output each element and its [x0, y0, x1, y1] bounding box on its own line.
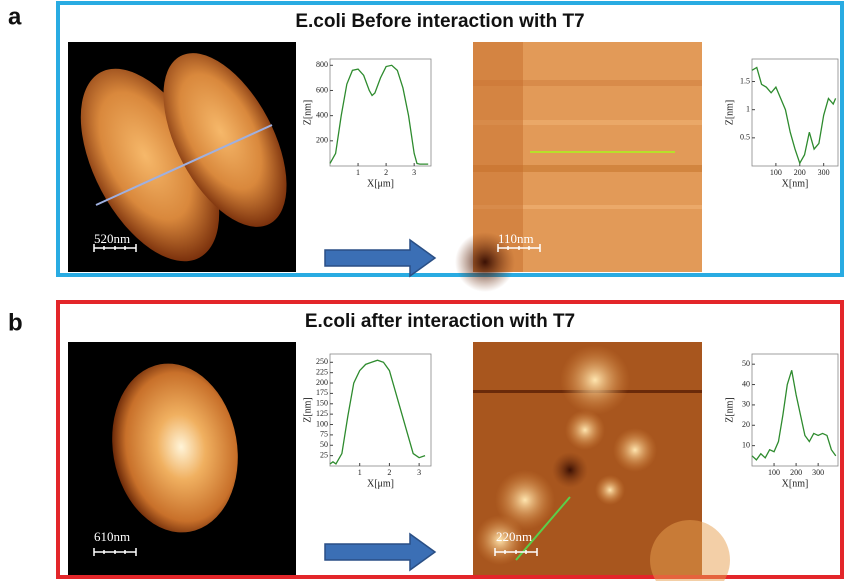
- y-tick-label: 20: [742, 420, 750, 429]
- y-tick-label: 225: [316, 367, 328, 376]
- plot-frame: [330, 59, 431, 166]
- y-tick-label: 10: [742, 440, 750, 449]
- y-tick-label: 150: [316, 399, 328, 408]
- plot-frame: [330, 354, 431, 466]
- y-tick-label: 200: [316, 378, 328, 387]
- arrow: [325, 240, 435, 276]
- panel-title: E.coli Before interaction with T7: [295, 11, 584, 32]
- y-axis-label: Z[nm]: [724, 100, 735, 126]
- x-tick-label: 1: [356, 168, 360, 177]
- x-axis-label: X[nm]: [782, 178, 809, 189]
- x-tick-label: 2: [387, 468, 391, 477]
- y-axis-label: Z[nm]: [302, 100, 313, 126]
- y-tick-label: 600: [316, 85, 328, 94]
- x-axis-label: X[μm]: [367, 478, 394, 489]
- y-axis-label: Z[nm]: [302, 397, 313, 423]
- x-tick-label: 100: [768, 468, 780, 477]
- scale-bar-label: 520nm: [94, 231, 130, 246]
- scale-bar-label: 610nm: [94, 529, 130, 544]
- plot-frame: [752, 354, 838, 466]
- afm-image: [455, 42, 702, 292]
- arrow: [325, 534, 435, 570]
- x-tick-label: 200: [790, 468, 802, 477]
- y-tick-label: 175: [316, 388, 328, 397]
- scale-bar-label: 110nm: [498, 231, 534, 246]
- y-tick-label: 800: [316, 60, 328, 69]
- y-tick-label: 100: [316, 419, 328, 428]
- figure: a E.coli Before interaction with T7 520n…: [0, 0, 846, 581]
- panel-title: E.coli after interaction with T7: [305, 311, 575, 332]
- x-tick-label: 100: [770, 168, 782, 177]
- y-axis-label: Z[nm]: [724, 397, 735, 423]
- x-tick-label: 3: [417, 468, 421, 477]
- scale-bar-label: 220nm: [496, 529, 532, 544]
- y-tick-label: 1: [746, 105, 750, 114]
- y-tick-label: 400: [316, 110, 328, 119]
- y-tick-label: 250: [316, 357, 328, 366]
- x-tick-label: 200: [794, 168, 806, 177]
- x-tick-label: 2: [384, 168, 388, 177]
- y-tick-label: 25: [320, 450, 328, 459]
- x-tick-label: 300: [812, 468, 824, 477]
- y-tick-label: 75: [320, 430, 328, 439]
- y-tick-label: 0.5: [740, 133, 750, 142]
- y-tick-label: 200: [316, 136, 328, 145]
- y-tick-label: 125: [316, 409, 328, 418]
- panel-label: a: [8, 3, 22, 30]
- x-tick-label: 1: [358, 468, 362, 477]
- y-tick-label: 40: [742, 379, 750, 388]
- x-axis-label: X[nm]: [782, 478, 809, 489]
- afm-image: [52, 34, 312, 284]
- afm-image: [473, 342, 730, 581]
- x-axis-label: X[μm]: [367, 178, 394, 189]
- panel-label: b: [8, 309, 23, 336]
- y-tick-label: 50: [320, 440, 328, 449]
- y-tick-label: 30: [742, 400, 750, 409]
- x-tick-label: 300: [818, 168, 830, 177]
- y-tick-label: 50: [742, 359, 750, 368]
- x-tick-label: 3: [412, 168, 416, 177]
- y-tick-label: 1.5: [740, 76, 750, 85]
